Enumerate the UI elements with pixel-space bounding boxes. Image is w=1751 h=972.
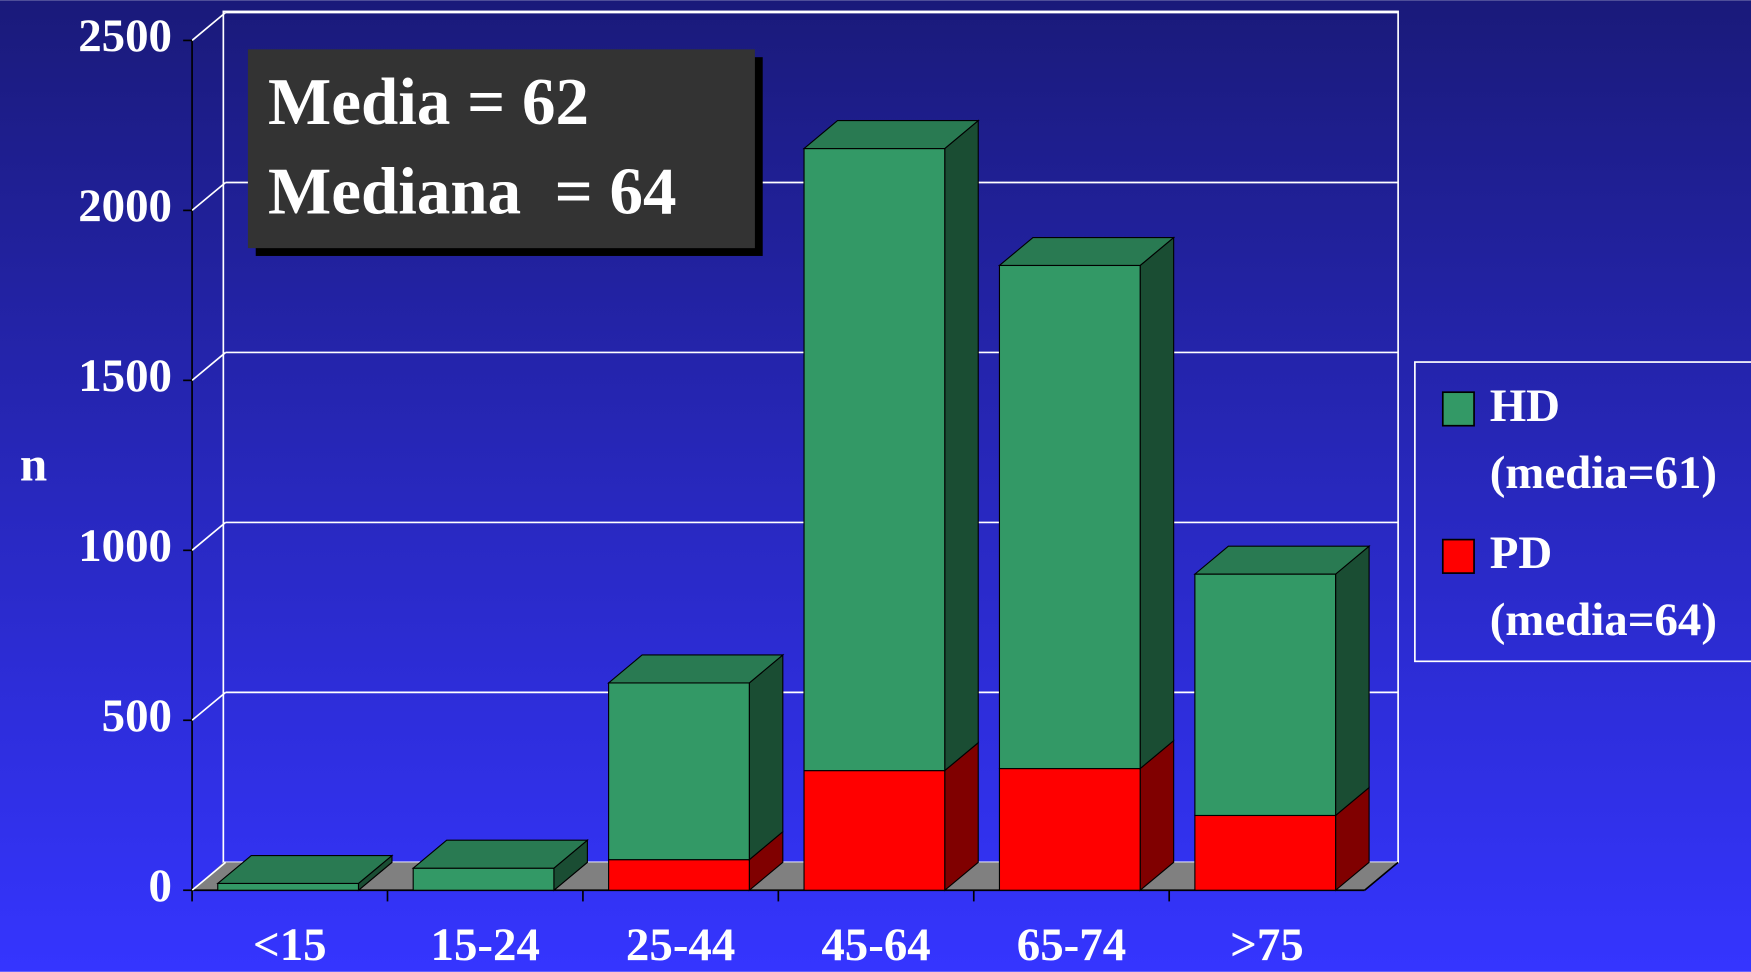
bar-side [944, 119, 979, 772]
legend-swatch [1441, 391, 1475, 427]
grid-line-depth [191, 691, 227, 721]
bar-side [1139, 236, 1175, 770]
x-tick-label: 45-64 [821, 919, 930, 971]
bar [1194, 573, 1337, 817]
grid-line-depth [191, 861, 227, 891]
y-axis-label: n [20, 437, 47, 492]
legend-note: (media=64) [1490, 594, 1717, 646]
x-tick-label: <15 [253, 919, 327, 971]
y-tick-label: 1500 [78, 350, 172, 402]
annotation: Mediana = 64 [268, 154, 677, 228]
grid-line-depth [191, 181, 227, 212]
bar-top [216, 854, 394, 885]
legend-swatch [1441, 538, 1475, 574]
grid-line-depth [191, 351, 227, 382]
bar-top [411, 839, 589, 869]
bar-top [1193, 545, 1371, 575]
legend-label: PD [1490, 527, 1553, 579]
y-tick-label: 500 [102, 690, 172, 742]
y-tick-label: 1000 [78, 520, 172, 572]
x-tick-label: 15-24 [431, 919, 540, 971]
bar [998, 767, 1141, 891]
bar [217, 882, 360, 891]
bar [1194, 814, 1337, 891]
bar [998, 264, 1141, 770]
y-tick-label: 2500 [78, 10, 172, 62]
bar-top [607, 654, 785, 684]
grid-line-depth [191, 521, 227, 551]
bar [803, 770, 946, 891]
x-axis-depth [1364, 861, 1399, 891]
annotation: Media = 62 [268, 65, 589, 139]
x-tick-label: >75 [1230, 919, 1304, 971]
bar-side [748, 653, 784, 861]
bar-side [1335, 545, 1370, 817]
bar-top [802, 120, 980, 150]
y-tick-label: 2000 [78, 180, 172, 232]
bar-top [997, 236, 1176, 267]
legend-label: HD [1490, 380, 1560, 432]
legend-note: (media=61) [1490, 447, 1717, 499]
x-tick-label: 65-74 [1017, 919, 1126, 971]
bar [608, 859, 750, 891]
bar [803, 147, 946, 772]
annotation-box [247, 49, 755, 249]
x-tick-label: 25-44 [626, 919, 735, 971]
grid-line-depth [191, 11, 227, 42]
bar [608, 682, 750, 861]
y-tick-label: 0 [149, 860, 172, 912]
bar [412, 867, 555, 891]
legend-box [1414, 361, 1751, 663]
